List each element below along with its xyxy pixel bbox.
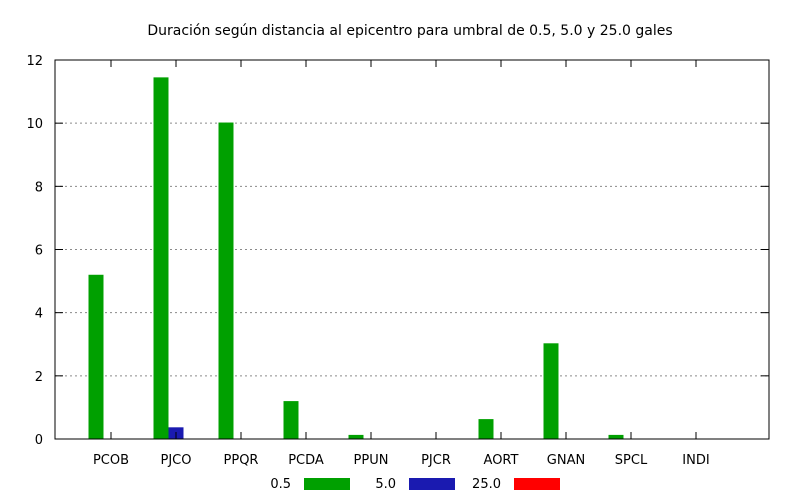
axis-ticks [55,59,769,440]
legend-label: 0.5 [270,477,291,492]
bar-0.5-GNAN [543,343,559,439]
legend-swatch [514,478,560,490]
x-tick-label: INDI [682,453,709,468]
legend-swatch [409,478,455,490]
legend: 0.5 5.0 25.0 [270,477,560,492]
legend-label: 25.0 [472,477,501,492]
x-tick-label: PCOB [93,453,129,468]
y-tick-label: 6 [35,244,43,259]
x-tick-label: PJCR [421,453,451,468]
y-tick-label: 2 [35,370,43,385]
x-tick-label: PJCO [161,453,192,468]
bars [88,77,624,439]
legend-label: 5.0 [375,477,396,492]
x-tick-label: AORT [484,453,519,468]
legend-swatch [304,478,350,490]
y-tick-label: 4 [35,307,43,322]
y-tick-label: 8 [35,180,43,195]
bar-0.5-PPQR [218,122,234,439]
bar-0.5-PJCO [153,77,169,439]
y-tick-label: 12 [26,54,43,69]
gridlines [55,122,769,377]
y-tick-label: 0 [35,433,43,448]
x-tick-label: GNAN [547,453,585,468]
y-tick-label: 10 [26,117,43,132]
y-tick-labels: 0 2 4 6 8 10 12 [26,54,43,448]
bar-0.5-PCOB [88,274,104,439]
bar-0.5-PCDA [283,401,299,439]
x-tick-label: PCDA [288,453,324,468]
x-tick-label: PPUN [354,453,389,468]
x-tick-labels: PCOB PJCO PPQR PCDA PPUN PJCR AORT GNAN SPCL INDI [93,453,710,468]
x-tick-label: PPQR [224,453,259,468]
bar-0.5-PPUN [348,434,364,439]
x-tick-label: SPCL [615,453,648,468]
bar-0.5-SPCL [608,434,624,439]
bar-0.5-AORT [478,419,494,439]
chart-title: Duración según distancia al epicentro pa… [147,23,672,39]
